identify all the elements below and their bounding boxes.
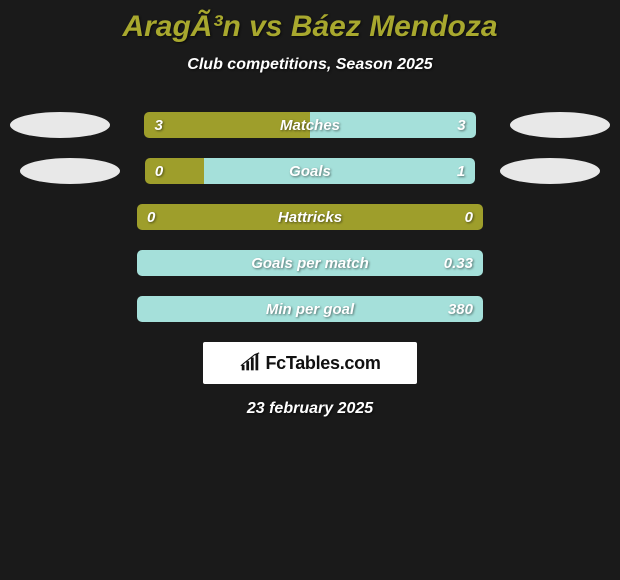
stat-bar: Min per goal 380 bbox=[137, 296, 483, 322]
stat-bar: 0 Hattricks 0 bbox=[137, 204, 483, 230]
avatar-placeholder-icon bbox=[10, 112, 110, 138]
stat-label: Goals bbox=[145, 158, 475, 184]
avatar-placeholder-icon bbox=[20, 158, 120, 184]
value-right: 3 bbox=[457, 112, 465, 138]
branding-text: FcTables.com bbox=[265, 353, 380, 374]
stat-row-goals-per-match: Goals per match 0.33 bbox=[0, 250, 620, 276]
stat-bar: 3 Matches 3 bbox=[144, 112, 475, 138]
avatar-left bbox=[20, 156, 120, 186]
value-right: 380 bbox=[448, 296, 473, 322]
branding-badge[interactable]: FcTables.com bbox=[203, 342, 417, 384]
value-right: 1 bbox=[457, 158, 465, 184]
stat-rows: 3 Matches 3 0 Goals 1 bbox=[0, 112, 620, 322]
stat-label: Matches bbox=[144, 112, 475, 138]
stat-label: Goals per match bbox=[137, 250, 483, 276]
page-subtitle: Club competitions, Season 2025 bbox=[0, 56, 620, 74]
comparison-card: AragÃ³n vs Báez Mendoza Club competition… bbox=[0, 0, 620, 580]
avatar-right bbox=[500, 156, 600, 186]
avatar-placeholder-icon bbox=[510, 112, 610, 138]
stat-label: Min per goal bbox=[137, 296, 483, 322]
avatar-placeholder-icon bbox=[500, 158, 600, 184]
stat-row-hattricks: 0 Hattricks 0 bbox=[0, 204, 620, 230]
stat-row-goals: 0 Goals 1 bbox=[0, 158, 620, 184]
value-right: 0 bbox=[465, 204, 473, 230]
date-label: 23 february 2025 bbox=[0, 400, 620, 418]
stat-bar: 0 Goals 1 bbox=[145, 158, 475, 184]
stat-label: Hattricks bbox=[137, 204, 483, 230]
bar-chart-icon bbox=[239, 352, 261, 374]
stat-row-matches: 3 Matches 3 bbox=[0, 112, 620, 138]
stat-row-min-per-goal: Min per goal 380 bbox=[0, 296, 620, 322]
stat-bar: Goals per match 0.33 bbox=[137, 250, 483, 276]
avatar-right bbox=[510, 110, 610, 140]
value-right: 0.33 bbox=[444, 250, 473, 276]
avatar-left bbox=[10, 110, 110, 140]
page-title: AragÃ³n vs Báez Mendoza bbox=[0, 0, 620, 44]
